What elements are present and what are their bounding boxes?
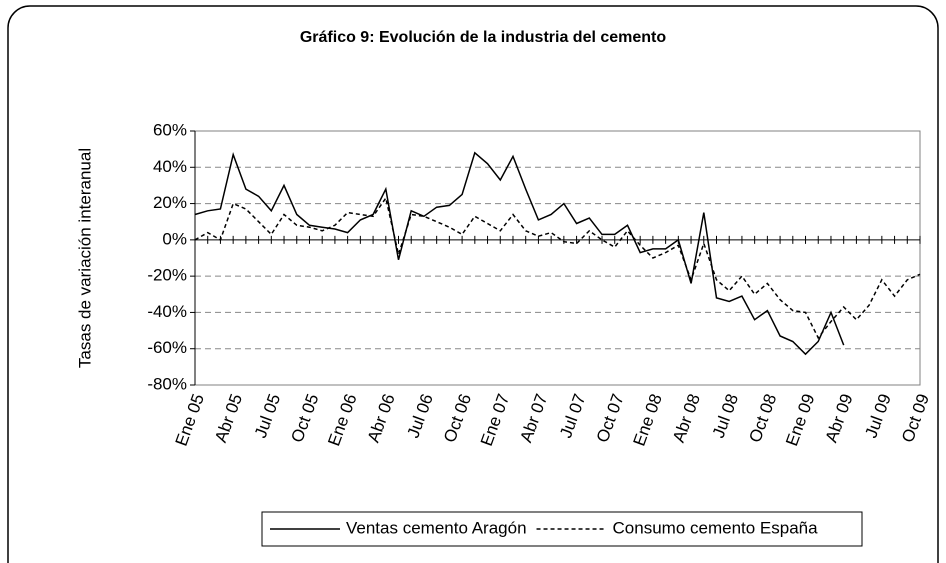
chart-title: Gráfico 9: Evolución de la industria del… bbox=[300, 29, 667, 46]
y-axis-label: Tasas de variación interanual bbox=[75, 148, 94, 368]
data-line bbox=[194, 196, 921, 340]
y-tick-label: -20% bbox=[147, 266, 187, 285]
legend-label: Ventas cemento Aragón bbox=[346, 518, 527, 537]
y-tick-label: -80% bbox=[147, 374, 187, 393]
y-tick-label: 60% bbox=[153, 120, 187, 139]
legend-label: Consumo cemento España bbox=[613, 518, 819, 537]
y-tick-label: -40% bbox=[147, 302, 187, 321]
y-tick-label: 40% bbox=[153, 157, 187, 176]
legend-box bbox=[261, 511, 863, 547]
y-tick-label: -60% bbox=[147, 338, 187, 357]
y-tick-label: 0% bbox=[162, 229, 187, 248]
y-tick-label: 20% bbox=[153, 193, 187, 212]
data-line bbox=[194, 151, 845, 356]
plot-area bbox=[194, 130, 921, 386]
